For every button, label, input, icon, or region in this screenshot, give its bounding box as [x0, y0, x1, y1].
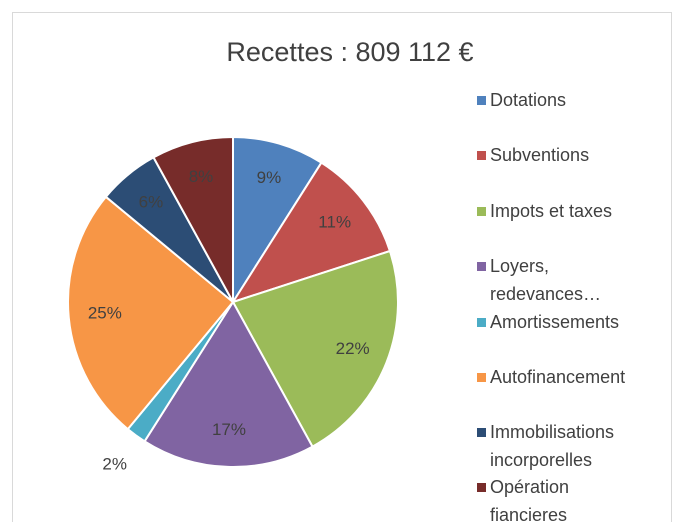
legend-swatch	[477, 373, 486, 382]
legend-swatch	[477, 262, 486, 271]
data-label: 11%	[318, 213, 351, 232]
pie-slice	[231, 249, 399, 448]
chart-frame	[12, 12, 672, 522]
legend-swatch	[477, 96, 486, 105]
legend-label: Immobilisations incorporelles	[490, 422, 615, 470]
data-label: 6%	[139, 192, 164, 211]
legend-label: Dotations	[490, 90, 567, 110]
legend-label: Loyers, redevances…	[490, 256, 602, 304]
data-label: 9%	[257, 168, 282, 187]
legend-label: Opération fiancieres	[490, 477, 570, 522]
data-label: 8%	[189, 167, 214, 186]
legend-swatch	[477, 151, 486, 160]
data-label: 2%	[102, 454, 127, 473]
data-label: 17%	[212, 420, 246, 439]
legend-swatch	[477, 207, 486, 216]
pie-slice	[152, 135, 234, 303]
data-label: 22%	[336, 339, 370, 358]
legend-label: Amortissements	[490, 312, 620, 332]
legend-label: Impots et taxes	[490, 201, 613, 221]
pie-slice	[230, 161, 392, 304]
legend-swatch	[477, 483, 486, 492]
legend-swatch	[477, 428, 486, 437]
data-label: 25%	[88, 304, 122, 323]
chart-title: Recettes : 809 112 €	[226, 37, 473, 67]
legend-label: Autofinancement	[490, 367, 626, 387]
pie-slice	[232, 135, 323, 306]
pie-slice	[67, 195, 235, 431]
legend-swatch	[477, 318, 486, 327]
pie-slice	[143, 300, 314, 468]
legend-label: Subventions	[490, 145, 590, 165]
